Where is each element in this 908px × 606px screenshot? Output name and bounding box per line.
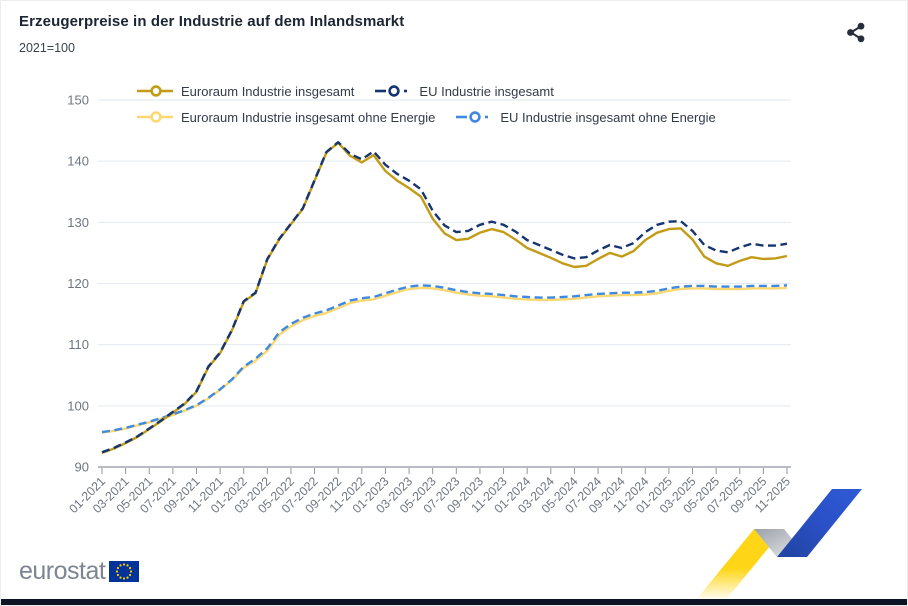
y-axis-label: 140 <box>67 154 89 169</box>
series-line-1[interactable] <box>101 141 788 455</box>
y-axis-label: 90 <box>75 460 89 475</box>
y-axis-label: 120 <box>67 276 89 291</box>
legend-item-3[interactable]: Euroraum Industrie insgesamt ohne Energi… <box>136 110 435 125</box>
legend-marker-solid-icon <box>137 85 173 97</box>
chart-header: Erzeugerpreise in der Industrie auf dem … <box>19 13 404 55</box>
y-axis-label: 110 <box>68 337 89 352</box>
legend-item-4[interactable]: EU Industrie insgesamt ohne Energie <box>455 109 716 125</box>
y-axis-label: 130 <box>67 215 89 230</box>
y-axis-label: 150 <box>67 93 89 108</box>
legend-label: EU Industrie insgesamt ohne Energie <box>500 109 716 125</box>
page-title: Erzeugerpreise in der Industrie auf dem … <box>19 13 405 30</box>
legend-label: Euroraum Industrie insgesamt <box>181 83 355 99</box>
y-axis-label: 100 <box>67 398 89 413</box>
legend-row-1: Euroraum Industrie insgesamt EU Industrie… <box>136 78 716 104</box>
legend-marker-dashed-icon <box>375 85 408 97</box>
legend-marker-solid-icon <box>137 111 173 123</box>
eurostat-logo[interactable]: eurostat <box>19 557 140 586</box>
legend-item-2[interactable]: EU Industrie insgesamt <box>374 83 554 99</box>
share-icon[interactable] <box>843 19 869 45</box>
series-line-4[interactable] <box>101 284 788 434</box>
legend: Euroraum Industrie insgesamt EU Industrie… <box>136 78 716 130</box>
legend-item-1[interactable]: Euroraum Industrie insgesamt <box>136 84 354 99</box>
eu-flag-icon <box>109 561 140 582</box>
eurostat-wordmark: eurostat <box>19 557 106 585</box>
legend-marker-dashed-icon <box>456 111 489 123</box>
legend-label: Euroraum Industrie insgesamt ohne Energi… <box>181 109 436 125</box>
legend-label: EU Industrie insgesamt <box>419 83 554 99</box>
series-line-2[interactable] <box>101 140 788 454</box>
bottom-accent-bar <box>1 599 907 605</box>
series-line-3[interactable] <box>101 286 788 434</box>
legend-row-2: Euroraum Industrie insgesamt ohne Energi… <box>136 104 716 130</box>
chart-subtitle: 2021=100 <box>19 41 75 55</box>
